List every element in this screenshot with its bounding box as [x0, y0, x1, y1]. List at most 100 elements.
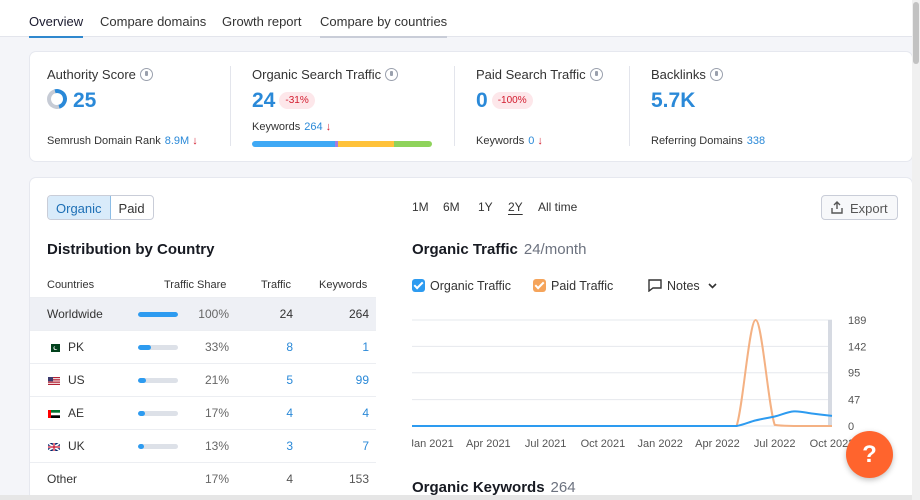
tab-overview[interactable]: Overview [29, 14, 84, 38]
backlinks-title: Backlinks [651, 67, 706, 82]
authority-score-value[interactable]: 25 [73, 89, 97, 112]
organic-traffic-chart-title: Organic Traffic 24/month [412, 241, 586, 258]
keywords-value[interactable]: 7 [362, 439, 369, 453]
export-icon [831, 201, 843, 214]
domain-rank-value[interactable]: 8.9M [164, 135, 190, 147]
traffic-share-value: 21% [204, 373, 229, 387]
y-tick-label: 47 [848, 395, 860, 407]
traffic-value: 4 [286, 472, 293, 486]
country-name: US [68, 373, 85, 387]
toggle-organic[interactable]: Organic [48, 196, 111, 219]
organic-traffic-metric: Organic Search Traffic 24 -31% Keywords 26… [230, 52, 454, 161]
organic-keywords-label: Keywords [252, 121, 301, 133]
country-name: AE [68, 406, 85, 420]
arrow-down-icon: ↓ [537, 135, 543, 147]
y-tick-label: 95 [848, 368, 860, 380]
organic-traffic-title: Organic Search Traffic [252, 67, 382, 82]
range-2y[interactable]: 2Y [508, 200, 523, 214]
traffic-value[interactable]: 3 [286, 439, 293, 453]
organic-keywords-value[interactable]: 264 [304, 121, 323, 133]
tab-compare-by-countries[interactable]: Compare by countries [320, 14, 448, 38]
country-row[interactable]: PK 33% 8 1 [30, 330, 376, 363]
note-icon [648, 279, 662, 293]
paid-traffic-value[interactable]: 0 [476, 89, 488, 112]
organic-keywords-title: Organic Keywords 264 [412, 479, 576, 496]
flag-ae-icon [48, 410, 60, 418]
paid-traffic-title: Paid Search Traffic [476, 67, 586, 82]
backlinks-value[interactable]: 5.7K [651, 89, 696, 112]
chart-handle[interactable] [828, 320, 832, 426]
x-tick-label: Jul 2021 [525, 438, 567, 450]
traffic-share-fill [138, 378, 147, 383]
keywords-value[interactable]: 99 [355, 373, 369, 387]
referring-domains-value[interactable]: 338 [746, 135, 766, 147]
paid-keywords-value[interactable]: 0 [528, 135, 535, 147]
y-tick-label: 189 [848, 315, 866, 327]
horizontal-scrollbar[interactable] [0, 495, 912, 500]
scrollbar-thumb[interactable] [913, 2, 919, 64]
paid-traffic-metric: Paid Search Traffic 0 -100% Keywords 0 ↓ [454, 52, 629, 161]
organic-traffic-line [412, 410, 833, 427]
traffic-value[interactable]: 5 [286, 373, 293, 387]
traffic-share-fill [138, 345, 152, 350]
header-keywords: Keywords [319, 279, 368, 291]
traffic-value[interactable]: 8 [286, 340, 293, 354]
tab-compare-domains[interactable]: Compare domains [100, 14, 207, 29]
x-tick-label: Oct 2021 [581, 438, 626, 450]
flag-us-icon [48, 377, 60, 385]
country-row[interactable]: UK 13% 3 7 [30, 429, 376, 462]
info-icon[interactable] [139, 68, 153, 81]
country-row[interactable]: Other 17% 4 153 [30, 462, 376, 495]
legend-paid-traffic[interactable]: Paid Traffic [533, 279, 613, 293]
country-row[interactable]: Worldwide 100% 24 264 [30, 297, 376, 330]
notes-dropdown[interactable]: Notes [648, 279, 717, 293]
traffic-value[interactable]: 4 [286, 406, 293, 420]
referring-domains-label: Referring Domains [651, 135, 743, 147]
x-tick-label: Jan 2022 [638, 438, 683, 450]
x-tick-label: Jul 2022 [754, 438, 796, 450]
range-6m[interactable]: 6M [443, 200, 460, 214]
info-icon[interactable] [709, 68, 723, 81]
organic-keywords-title-text: Organic Keywords [412, 479, 545, 496]
legend-organic-traffic[interactable]: Organic Traffic [412, 279, 511, 293]
tab-growth-report[interactable]: Growth report [222, 14, 302, 29]
organic-traffic-chart[interactable]: 0 47 95 142 189 Jan 2021 Apr 2021 Jul 2021 Oct 2… [412, 311, 892, 459]
chevron-down-icon [708, 283, 717, 289]
keyword-bar-segment [334, 141, 339, 147]
country-row[interactable]: US 21% 5 99 [30, 363, 376, 396]
keyword-bar-segment [338, 141, 395, 147]
country-name: PK [68, 340, 85, 354]
export-button[interactable]: Export [821, 195, 898, 220]
keyword-positions-bar [252, 141, 432, 147]
keywords-value[interactable]: 1 [362, 340, 369, 354]
country-name: UK [68, 439, 85, 453]
info-icon[interactable] [589, 68, 603, 81]
x-tick-label: Jan 2021 [412, 438, 454, 450]
domain-rank-label: Semrush Domain Rank [47, 135, 161, 147]
paid-change-badge: -100% [491, 92, 533, 109]
traffic-share-bar [138, 312, 178, 317]
authority-ring-icon [43, 85, 71, 113]
traffic-card: Organic Paid Distribution by Country Cou… [30, 178, 912, 500]
country-row[interactable]: AE 17% 4 4 [30, 396, 376, 429]
keywords-value[interactable]: 4 [362, 406, 369, 420]
header-traffic-share: Traffic Share [164, 279, 227, 291]
help-button[interactable]: ? [846, 431, 893, 478]
country-name: Other [47, 472, 78, 486]
traffic-share-value: 33% [204, 340, 229, 354]
range-all-time[interactable]: All time [538, 200, 578, 214]
vertical-scrollbar[interactable] [912, 0, 920, 500]
info-icon[interactable] [385, 68, 399, 81]
organic-paid-toggle: Organic Paid [47, 195, 154, 220]
range-1y[interactable]: 1Y [478, 200, 493, 214]
country-table-header: Countries Traffic Share Traffic Keywords [30, 275, 376, 297]
traffic-share-fill [138, 312, 178, 317]
toggle-paid[interactable]: Paid [118, 201, 145, 216]
organic-traffic-value[interactable]: 24 [252, 89, 276, 112]
distribution-title: Distribution by Country [47, 241, 215, 258]
x-tick-label: Apr 2021 [466, 438, 511, 450]
checkbox-checked-icon [412, 279, 425, 292]
organic-traffic-chart-title-text: Organic Traffic [412, 241, 518, 258]
range-1m[interactable]: 1M [412, 200, 429, 214]
header-traffic: Traffic [261, 279, 291, 291]
